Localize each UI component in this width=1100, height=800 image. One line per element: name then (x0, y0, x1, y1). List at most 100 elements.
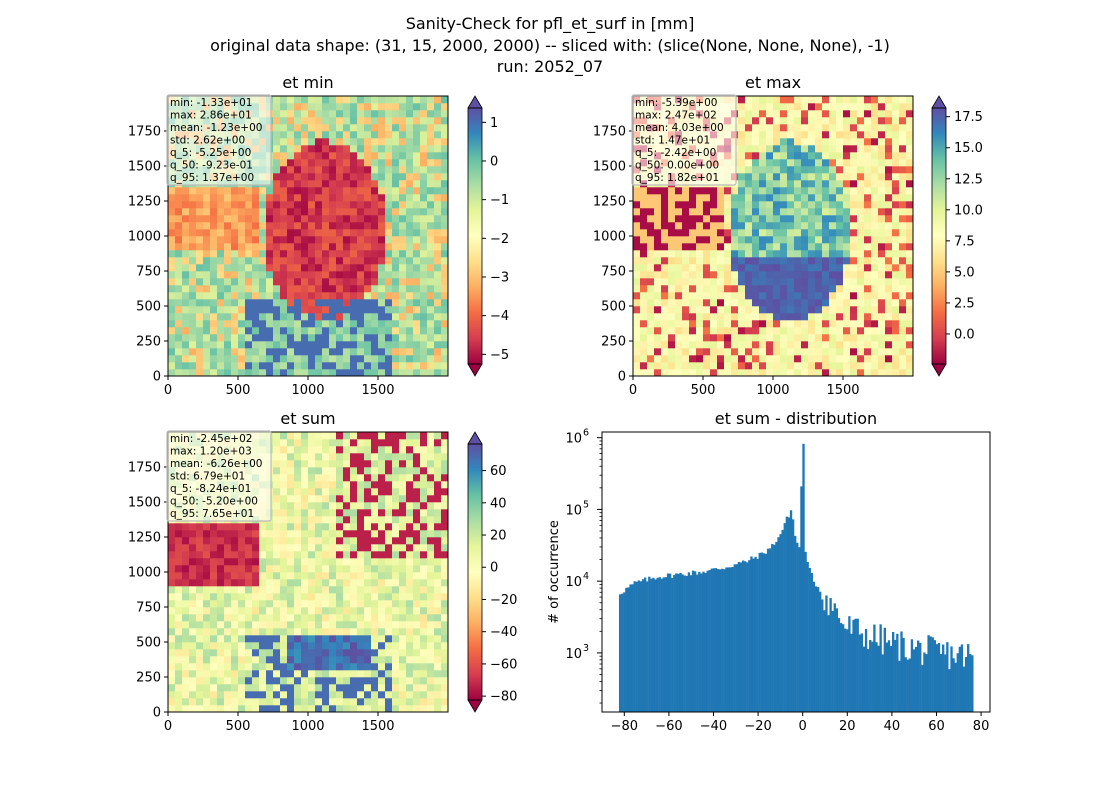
heatmap-cell (280, 103, 288, 111)
heatmap-cell (357, 663, 365, 671)
heatmap-cell (378, 201, 386, 209)
heatmap-cell (294, 495, 302, 503)
heatmap-cell (224, 222, 232, 230)
heatmap-cell (224, 271, 232, 279)
heatmap-cell (399, 355, 407, 363)
heatmap-cells (168, 432, 449, 713)
heatmap-cell (829, 173, 837, 181)
heatmap-cell (682, 313, 690, 321)
heatmap-cell (336, 698, 344, 706)
heatmap-cell (441, 642, 449, 650)
heatmap-cell (675, 299, 683, 307)
heatmap-cell (399, 229, 407, 237)
heatmap-cell (441, 530, 449, 538)
heatmap-cell (245, 607, 253, 615)
heatmap-cell (329, 565, 337, 573)
heatmap-cell (745, 292, 753, 300)
heatmap-cell (287, 152, 295, 160)
heatmap-cell (343, 432, 351, 440)
heatmap-cell (210, 369, 218, 377)
heatmap-cell (675, 250, 683, 258)
heatmap-cell (413, 656, 421, 664)
heatmap-cell (878, 292, 886, 300)
heatmap-cell (273, 334, 281, 342)
heatmap-cell (392, 649, 400, 657)
heatmap-cell (301, 565, 309, 573)
heatmap-cell (399, 173, 407, 181)
colorbar-extend-max (467, 95, 483, 109)
heatmap-cell (273, 285, 281, 293)
heatmap-cell (766, 103, 774, 111)
heatmap-cell (231, 299, 239, 307)
heatmap-cell (322, 327, 330, 335)
heatmap-cell (322, 292, 330, 300)
heatmap-cell (308, 593, 316, 601)
heatmap-cell (710, 257, 718, 265)
heatmap-cell (871, 306, 879, 314)
heatmap-cell (871, 110, 879, 118)
heatmap-cell (364, 173, 372, 181)
heatmap-cell (175, 229, 183, 237)
heatmap-cell (259, 250, 267, 258)
heatmap-cell (189, 530, 197, 538)
heatmap-cell (378, 432, 386, 440)
heatmap-cell (357, 439, 365, 447)
y-tick-label: 1250 (128, 531, 161, 546)
heatmap-cell (350, 285, 358, 293)
heatmap-cell (329, 530, 337, 538)
heatmap-cell (280, 201, 288, 209)
heatmap-cell (336, 110, 344, 118)
heatmap-cell (633, 278, 641, 286)
heatmap-cell (420, 565, 428, 573)
heatmap-cell (892, 110, 900, 118)
heatmap-cell (850, 222, 858, 230)
heatmap-cell (245, 670, 253, 678)
heatmap-cell (413, 334, 421, 342)
heatmap-cell (224, 544, 232, 552)
heatmap-cell (724, 271, 732, 279)
heatmap-cell (322, 201, 330, 209)
heatmap-cell (647, 194, 655, 202)
heatmap-cell (357, 292, 365, 300)
heatmap-cell (696, 208, 704, 216)
heatmap-cell (413, 453, 421, 461)
heatmap-cell (899, 250, 907, 258)
heatmap-cell (815, 152, 823, 160)
heatmap-cell (357, 180, 365, 188)
heatmap-cell (724, 292, 732, 300)
heatmap-cell (892, 369, 900, 377)
heatmap-cell (906, 299, 914, 307)
heatmap-cell (280, 698, 288, 706)
heatmap-cell (815, 138, 823, 146)
heatmap-cell (385, 145, 393, 153)
heatmap-cell (434, 453, 442, 461)
heatmap-cell (175, 271, 183, 279)
heatmap-cell (238, 600, 246, 608)
heatmap-cell (266, 705, 274, 713)
heatmap-cell (899, 222, 907, 230)
heatmap-cell (885, 264, 893, 272)
heatmap-cell (378, 124, 386, 132)
heatmap-cell (878, 187, 886, 195)
heatmap-cell (829, 180, 837, 188)
heatmap-cell (724, 236, 732, 244)
heatmap-cell (864, 194, 872, 202)
heatmap-cell (864, 173, 872, 181)
heatmap-cell (182, 642, 190, 650)
heatmap-cell (885, 117, 893, 125)
heatmap-cell (259, 341, 267, 349)
heatmap-cell (773, 180, 781, 188)
heatmap-cell (829, 131, 837, 139)
heatmap-cell (731, 257, 739, 265)
heatmap-cell (308, 334, 316, 342)
heatmap-cell (745, 348, 753, 356)
heatmap-cell (364, 166, 372, 174)
heatmap-cell (441, 117, 449, 125)
heatmap-cell (661, 313, 669, 321)
y-tick-label: 1250 (593, 195, 626, 210)
heatmap-cell (696, 201, 704, 209)
heatmap-cell (752, 355, 760, 363)
heatmap-cell (308, 257, 316, 265)
heatmap-cell (710, 334, 718, 342)
heatmap-cell (210, 621, 218, 629)
